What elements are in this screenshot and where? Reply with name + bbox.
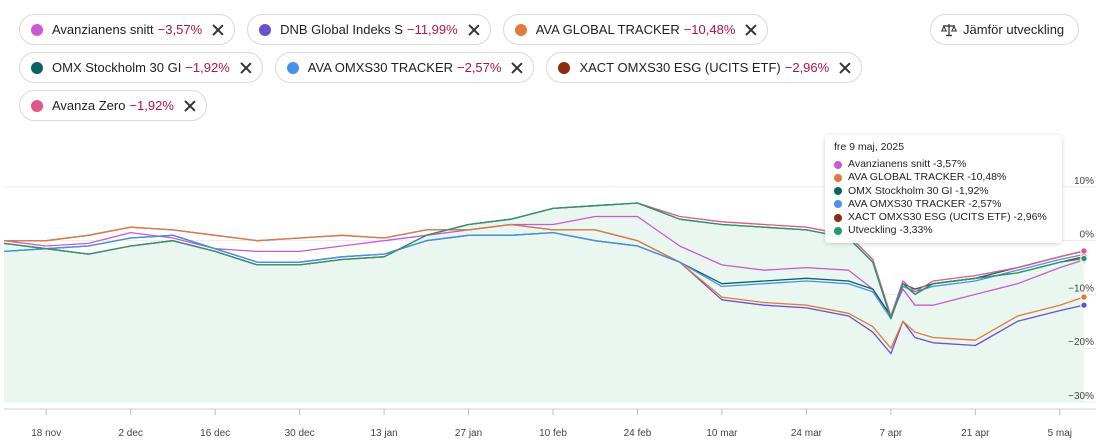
series-chip-value: −3,57% [157, 22, 203, 37]
tooltip-date: fre 9 maj, 2025 [834, 141, 905, 153]
x-tick-label: 21 apr [961, 428, 990, 439]
series-chip-avanzianens-snitt[interactable]: Avanzianens snitt −3,57% [19, 14, 236, 45]
compare-development-button[interactable]: Jämför utveckling [930, 14, 1080, 45]
series-chip-label: AVA OMXS30 TRACKER [307, 60, 453, 75]
tooltip-item-label: Utveckling -3,33% [848, 224, 933, 237]
tooltip-color-dot [834, 200, 842, 209]
chip-row-2: OMX Stockholm 30 GI −1,92% AVA OMXS30 TR… [19, 52, 899, 83]
tooltip-item-label: Avanzianens snitt -3,57% [848, 158, 967, 171]
tooltip-item: Utveckling -3,33% [834, 224, 1053, 237]
series-chip-value: −1,92% [185, 60, 230, 75]
tooltip-color-dot [834, 226, 842, 235]
series-chip-omx-stockholm-30[interactable]: OMX Stockholm 30 GI −1,92% [19, 52, 263, 83]
tooltip-item: OMX Stockholm 30 GI -1,92% [834, 185, 1053, 198]
series-chip-value: −11,99% [406, 22, 458, 37]
series-color-dot [31, 23, 43, 36]
x-tick-label: 10 mar [706, 428, 738, 439]
tooltip-color-dot [834, 160, 842, 169]
x-tick-label: 16 dec [200, 428, 230, 439]
series-color-dot [286, 61, 299, 74]
tooltip-item-label: XACT OMXS30 ESG (UCITS ETF) -2,96% [848, 211, 1047, 224]
area-utveckling [4, 203, 1084, 402]
chip-row-3: Avanza Zero −1,92% [19, 90, 899, 121]
series-end-marker [1080, 247, 1088, 255]
x-tick-label: 7 apr [879, 428, 902, 439]
x-tick-label: 10 feb [539, 428, 567, 439]
tooltip-item-label: OMX Stockholm 30 GI -1,92% [848, 184, 989, 197]
tooltip-item: AVA OMXS30 TRACKER -2,57% [834, 198, 1053, 211]
y-axis: 10% 0% −10% −20% −30% [1068, 176, 1094, 402]
compare-button-label: Jämför utveckling [963, 22, 1065, 37]
series-color-dot [514, 23, 527, 36]
series-line-utveckling [3, 202, 1084, 320]
series-chip-value: −2,96% [784, 60, 830, 75]
tooltip-item: XACT OMXS30 ESG (UCITS ETF) -2,96% [834, 211, 1053, 224]
tooltip-item-label: AVA GLOBAL TRACKER -10,48% [848, 171, 1007, 184]
x-tick-label: 27 jan [455, 428, 482, 439]
x-tick-label: 13 jan [370, 428, 397, 439]
series-line-ava-omxs30-tracker [3, 231, 1085, 320]
series-chip-ava-omxs30-tracker[interactable]: AVA OMXS30 TRACKER −2,57% [274, 52, 535, 83]
series-line-ava-global-tracker [4, 223, 1085, 349]
series-chip-avanza-zero[interactable]: Avanza Zero −1,92% [19, 90, 207, 121]
x-tick-label: 5 maj [1048, 428, 1072, 439]
x-tick-label: 30 dec [285, 428, 315, 439]
series-color-dot [558, 61, 571, 74]
chart-end-markers [1080, 247, 1088, 309]
series-chip-label: AVA GLOBAL TRACKER [535, 22, 680, 37]
scale-icon [941, 23, 957, 36]
tooltip-item-label: AVA OMXS30 TRACKER -2,57% [848, 197, 1002, 210]
series-end-marker [1080, 254, 1088, 263]
series-chip-dnb-global-indeks[interactable]: DNB Global Indeks S −11,99% [247, 14, 491, 45]
tooltip-color-dot [834, 187, 842, 196]
tooltip-item: AVA GLOBAL TRACKER -10,48% [834, 171, 1053, 184]
series-chip-label: Avanza Zero [52, 98, 126, 113]
x-axis: 18 nov 2 dec 16 dec 30 dec 13 jan 27 jan 10 fe… [4, 408, 1096, 439]
x-tick-label: 24 mar [791, 428, 823, 439]
y-tick-label: −20% [1068, 337, 1094, 348]
y-tick-label: 10% [1074, 176, 1094, 187]
series-chip-label: Avanzianens snitt [52, 22, 154, 37]
series-color-dot [259, 23, 272, 36]
series-chip-value: −2,57% [457, 60, 502, 75]
y-tick-label: 0% [1080, 230, 1095, 241]
chart-series-lines [3, 202, 1085, 355]
y-tick-label: −30% [1068, 391, 1094, 402]
series-end-marker [1080, 293, 1088, 301]
series-color-dot [31, 61, 43, 74]
x-tick-label: 24 feb [624, 428, 652, 439]
tooltip-color-dot [834, 174, 842, 182]
series-chip-value: −1,92% [129, 98, 174, 113]
series-chip-label: DNB Global Indeks S [280, 22, 403, 37]
x-tick-label: 2 dec [118, 428, 142, 439]
x-tick-label: 18 nov [31, 428, 61, 439]
series-end-marker [1080, 301, 1088, 309]
chip-list: Avanzianens snitt −3,57% DNB Global Inde… [19, 14, 899, 128]
series-chip-label: OMX Stockholm 30 GI [52, 60, 182, 75]
chip-row-1: Avanzianens snitt −3,57% DNB Global Inde… [19, 14, 899, 45]
series-chip-xact-omxs30-esg[interactable]: XACT OMXS30 ESG (UCITS ETF) −2,96% [546, 52, 863, 83]
chart-area-fill [4, 203, 1084, 402]
series-chip-label: XACT OMXS30 ESG (UCITS ETF) [579, 60, 781, 75]
chart-tooltip: fre 9 maj, 2025 Avanzianens snitt -3,57%… [825, 135, 1062, 244]
series-chip-value: −10,48% [683, 22, 736, 37]
tooltip-item: Avanzianens snitt -3,57% [834, 158, 1053, 171]
y-tick-label: −10% [1068, 283, 1094, 294]
tooltip-color-dot [834, 213, 842, 222]
series-chip-ava-global-tracker[interactable]: AVA GLOBAL TRACKER −10,48% [502, 14, 769, 45]
series-color-dot [31, 99, 43, 112]
